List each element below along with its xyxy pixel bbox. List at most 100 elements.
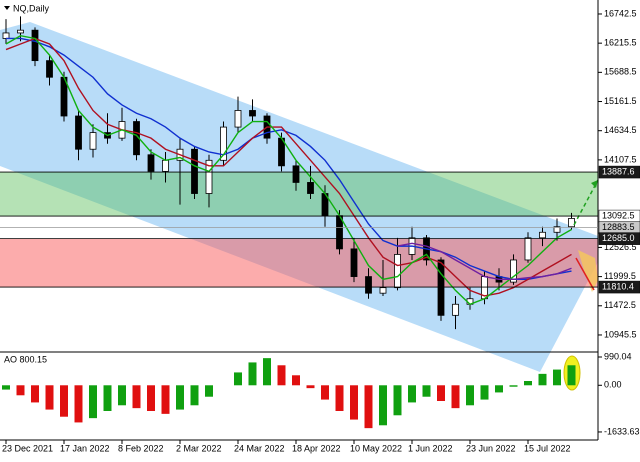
ao-bar <box>553 369 561 386</box>
ao-bar <box>176 385 184 410</box>
x-tick-label: 8 Feb 2022 <box>118 443 164 453</box>
x-tick-label: 23 Jun 2022 <box>466 443 516 453</box>
y-tick-label: 14634.5 <box>604 125 637 135</box>
y-tick-label: -1633.63 <box>604 426 640 436</box>
candle-body <box>162 159 169 172</box>
candle-body <box>205 159 213 194</box>
ao-bar <box>147 385 155 411</box>
ao-bar <box>292 375 300 386</box>
ao-bar <box>2 385 10 390</box>
moving-average <box>397 242 572 281</box>
y-tick-label: 11472.5 <box>604 300 636 310</box>
y-tick-label: 990.04 <box>604 351 632 361</box>
level-box <box>598 165 640 179</box>
ao-bar <box>248 362 257 386</box>
ao-bar <box>393 385 402 416</box>
candle-body <box>379 287 387 294</box>
y-tick-label: 11999.5 <box>604 271 636 281</box>
symbol-icon <box>4 6 10 10</box>
candle-body <box>553 226 561 233</box>
ao-bar <box>379 385 387 426</box>
ao-bar <box>408 385 416 403</box>
ao-bar <box>306 385 315 389</box>
ao-bar <box>335 385 344 411</box>
candle-body <box>394 254 401 289</box>
ao-bar <box>263 358 271 386</box>
ao-bar <box>350 385 358 420</box>
ao-bar <box>567 365 576 386</box>
y-tick-label: 12526.5 <box>604 242 637 252</box>
ao-bar <box>234 372 242 386</box>
candle-body <box>234 110 242 128</box>
candle-body <box>249 110 256 117</box>
moving-average <box>5 37 572 297</box>
candle-body <box>365 276 372 294</box>
ao-bar <box>466 385 474 406</box>
candle-body <box>220 126 227 161</box>
down-arrow <box>575 257 595 291</box>
x-tick-label: 23 Dec 2021 <box>2 443 53 453</box>
ao-bar <box>74 385 83 423</box>
ao-bar <box>422 385 431 397</box>
x-tick-label: 2 Mar 2022 <box>176 443 222 453</box>
ao-bar <box>277 365 286 386</box>
level-label: 13887.6 <box>602 166 635 176</box>
candle-body <box>524 237 532 261</box>
candle-body <box>452 303 459 316</box>
candle-body <box>350 248 358 277</box>
candle-body <box>568 218 575 228</box>
x-tick-label: 24 Mar 2022 <box>234 443 285 453</box>
ao-bar <box>495 385 503 393</box>
ao-bar <box>524 381 532 386</box>
ao-bar <box>538 373 547 386</box>
moving-average <box>6 37 572 281</box>
ao-bar <box>89 385 97 419</box>
candle-body <box>307 182 314 194</box>
ao-bar <box>480 385 489 400</box>
x-tick-label: 17 Jan 2022 <box>60 443 110 453</box>
indicator-title: AO 800.15 <box>4 354 47 364</box>
chart-title: NQ,Daily <box>13 3 50 13</box>
candle-body <box>17 29 24 34</box>
candle-body <box>539 231 546 239</box>
level-box <box>598 232 640 245</box>
x-tick-label: 18 Apr 2022 <box>292 443 341 453</box>
ao-bar <box>118 385 126 406</box>
y-tick-label: 10945.5 <box>604 329 637 339</box>
candle-body <box>75 115 82 150</box>
ao-bar <box>205 385 213 397</box>
candle-body <box>2 32 10 39</box>
candle-body <box>437 259 445 316</box>
y-tick-label: 15688.5 <box>604 67 637 77</box>
x-tick-label: 1 Jun 2022 <box>408 443 453 453</box>
ao-bar <box>103 385 112 411</box>
up-arrow <box>573 179 599 226</box>
level-label: 12883.5 <box>602 222 635 232</box>
candle-body <box>292 165 300 183</box>
x-tick-label: 15 Jul 2022 <box>524 443 571 453</box>
ao-bar <box>31 385 39 403</box>
candle-body <box>510 259 517 283</box>
candle-body <box>147 154 155 172</box>
candle-body <box>89 132 97 150</box>
ao-bar <box>161 385 170 414</box>
y-tick-label: 16215.5 <box>604 38 637 48</box>
candle-body <box>31 29 39 62</box>
level-label: 13092.5 <box>602 210 635 220</box>
ao-bar <box>45 385 54 410</box>
y-tick-label: 16742.5 <box>604 8 637 18</box>
ao-bar <box>451 385 460 409</box>
ao-bar <box>321 385 329 400</box>
level-label: 12685.0 <box>602 233 635 243</box>
level-label: 11810.4 <box>602 281 634 291</box>
ao-bar <box>364 385 373 429</box>
y-tick-label: 15161.5 <box>604 96 637 106</box>
ao-bar <box>190 385 199 406</box>
moving-average <box>5 34 572 306</box>
candle-body <box>191 148 198 194</box>
ao-bar <box>437 385 445 401</box>
y-tick-label: 14107.5 <box>604 154 637 164</box>
ao-bar <box>16 385 25 396</box>
level-box <box>598 280 640 294</box>
